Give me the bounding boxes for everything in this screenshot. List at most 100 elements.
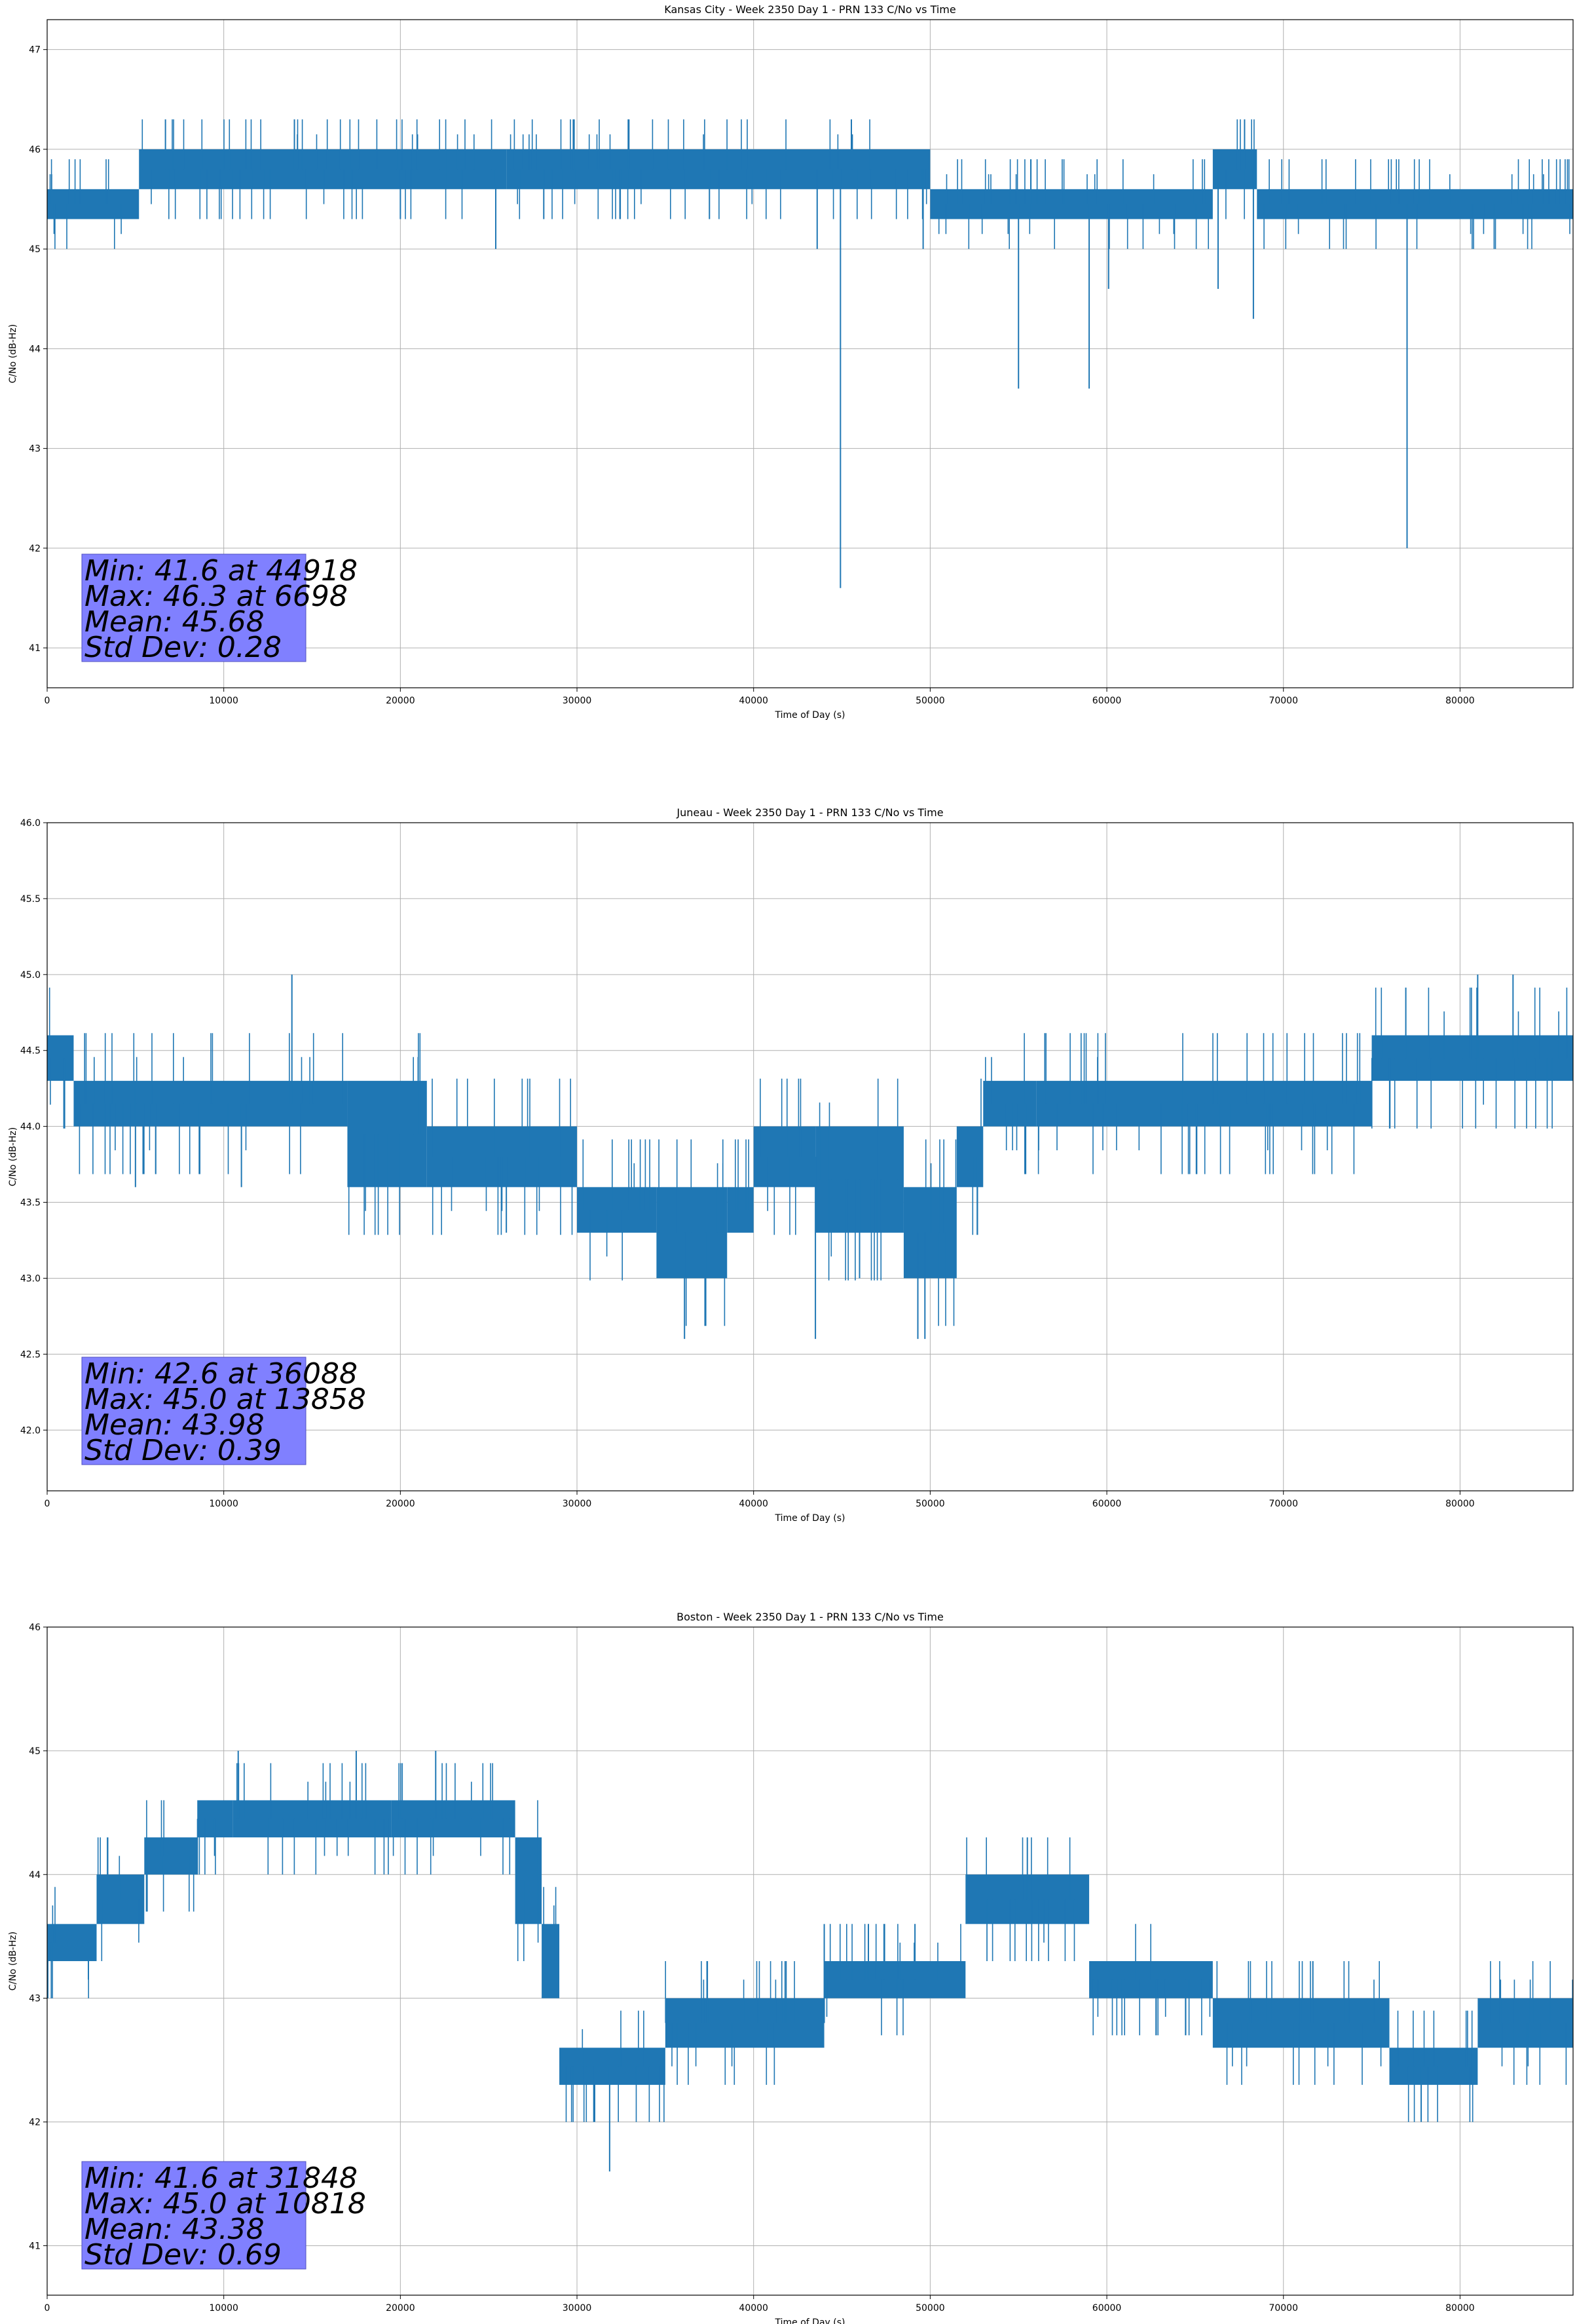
band-jitter xyxy=(97,1837,139,1961)
band-segment xyxy=(347,1081,427,1188)
band-jitter xyxy=(432,1078,573,1235)
band-jitter xyxy=(985,1033,1027,1174)
x-tick-label: 40000 xyxy=(739,696,768,706)
band-jitter xyxy=(658,1139,726,1326)
x-tick-label: 30000 xyxy=(563,1499,592,1509)
y-axis-label: C/No (dB-Hz) xyxy=(8,1127,18,1186)
band-segment xyxy=(1477,1998,1573,2048)
band-segment xyxy=(144,1837,198,1875)
x-tick-label: 10000 xyxy=(209,1499,238,1509)
x-tick-label: 80000 xyxy=(1445,2303,1475,2314)
x-tick-label: 40000 xyxy=(739,1499,768,1509)
y-tick-label: 43.0 xyxy=(20,1273,41,1284)
chart-3: 0 10000 20000 30000 40000 50000 60000 70000 8000… xyxy=(8,1611,1574,2324)
y-tick-label: 43 xyxy=(29,1994,41,2004)
x-tick-label: 70000 xyxy=(1269,696,1298,706)
y-tick-label: 46 xyxy=(29,145,41,155)
y-tick-label: 47 xyxy=(29,45,41,56)
stat-max: Max: 46.3 at 6698 xyxy=(84,580,348,613)
chart-1: 0 10000 20000 30000 40000 50000 60000 70000 8000… xyxy=(8,3,1574,721)
band-jitter xyxy=(925,1139,957,1326)
y-tick-label: 44 xyxy=(29,344,41,354)
band-segment xyxy=(753,1126,816,1188)
stat-mean: Mean: 43.98 xyxy=(84,1408,265,1442)
band-jitter xyxy=(1225,119,1255,219)
stats-box xyxy=(81,1357,306,1465)
y-tick-label: 44 xyxy=(29,1870,41,1881)
band-jitter xyxy=(47,1886,89,1998)
x-tick-label: 30000 xyxy=(563,2303,592,2314)
band-jitter xyxy=(145,1800,195,1912)
y-tick-label: 45.0 xyxy=(20,970,41,981)
band-jitter xyxy=(1037,1033,1361,1174)
band-jitter xyxy=(1490,1961,1573,2085)
x-tick-label: 50000 xyxy=(916,696,945,706)
x-tick-label: 50000 xyxy=(916,2303,945,2314)
band-jitter xyxy=(196,1818,216,1875)
stat-std: Std Dev: 0.69 xyxy=(84,2238,282,2272)
y-tick-label: 46.0 xyxy=(20,818,41,829)
band-jitter xyxy=(966,1837,1075,1961)
x-tick-label: 40000 xyxy=(739,2303,768,2314)
band-segment xyxy=(1212,1998,1390,2048)
y-tick-label: 45 xyxy=(29,1746,41,1757)
x-axis-label: Time of Day (s) xyxy=(775,2317,845,2324)
y-tick-label: 43 xyxy=(29,444,41,455)
x-tick-label: 80000 xyxy=(1445,1499,1475,1509)
band-segment xyxy=(956,1126,984,1188)
band-segment xyxy=(96,1874,145,1924)
band-segment xyxy=(824,1961,966,1998)
x-tick-label: 30000 xyxy=(563,696,592,706)
band-segment xyxy=(1212,149,1257,189)
band-jitter xyxy=(79,1033,343,1174)
plot-frame xyxy=(46,1626,1574,2296)
y-axis-label: C/No (dB-Hz) xyxy=(8,1932,18,1991)
stats-box xyxy=(81,2161,306,2270)
series-line xyxy=(47,974,1573,1340)
y-axis-label: C/No (dB-Hz) xyxy=(8,324,18,383)
band-segment xyxy=(727,1187,754,1233)
band-jitter xyxy=(510,119,927,219)
band-segment xyxy=(665,1998,825,2048)
y-tick-label: 42 xyxy=(29,2118,41,2128)
band-jitter xyxy=(141,119,492,219)
band-jitter xyxy=(392,1763,511,1875)
x-tick-label: 20000 xyxy=(386,1499,415,1509)
x-tick-label: 60000 xyxy=(1092,2303,1122,2314)
x-axis-label: Time of Day (s) xyxy=(775,1513,845,1524)
plot-frame xyxy=(46,822,1574,1491)
y-tick-label: 44.5 xyxy=(20,1046,41,1057)
stat-max: Max: 45.0 at 13858 xyxy=(84,1383,366,1416)
band-jitter xyxy=(49,159,122,250)
x-tick-label: 0 xyxy=(45,696,50,706)
stat-std: Std Dev: 0.28 xyxy=(84,631,282,664)
y-tick-label: 41 xyxy=(29,643,41,654)
x-tick-label: 20000 xyxy=(386,2303,415,2314)
x-tick-label: 10000 xyxy=(209,2303,238,2314)
x-tick-label: 10000 xyxy=(209,696,238,706)
band-jitter xyxy=(1371,987,1568,1129)
band-jitter xyxy=(819,1078,899,1281)
stat-max: Max: 45.0 at 10818 xyxy=(84,2187,366,2221)
band-jitter xyxy=(348,1033,421,1235)
y-tick-label: 43.5 xyxy=(20,1198,41,1209)
chart-title: Kansas City - Week 2350 Day 1 - PRN 133 … xyxy=(664,3,955,16)
band-jitter xyxy=(543,1886,557,1961)
series-line xyxy=(47,119,1573,588)
x-tick-label: 70000 xyxy=(1269,2303,1298,2314)
chart-2: 0 10000 20000 30000 40000 50000 60000 70000 8000… xyxy=(8,806,1574,1524)
band-segment xyxy=(47,189,139,219)
band-jitter xyxy=(760,1078,802,1235)
band-segment xyxy=(47,1035,74,1081)
y-tick-label: 42.0 xyxy=(20,1425,41,1436)
band-jitter xyxy=(48,987,65,1129)
band-segment xyxy=(1371,1035,1573,1081)
chart-title: Juneau - Week 2350 Day 1 - PRN 133 C/No … xyxy=(676,806,943,819)
x-tick-label: 70000 xyxy=(1269,1499,1298,1509)
band-jitter xyxy=(735,1139,749,1210)
y-tick-label: 45 xyxy=(29,244,41,255)
series-line xyxy=(47,1750,1573,2172)
band-jitter xyxy=(565,2010,665,2122)
y-tick-label: 42.5 xyxy=(20,1349,41,1360)
